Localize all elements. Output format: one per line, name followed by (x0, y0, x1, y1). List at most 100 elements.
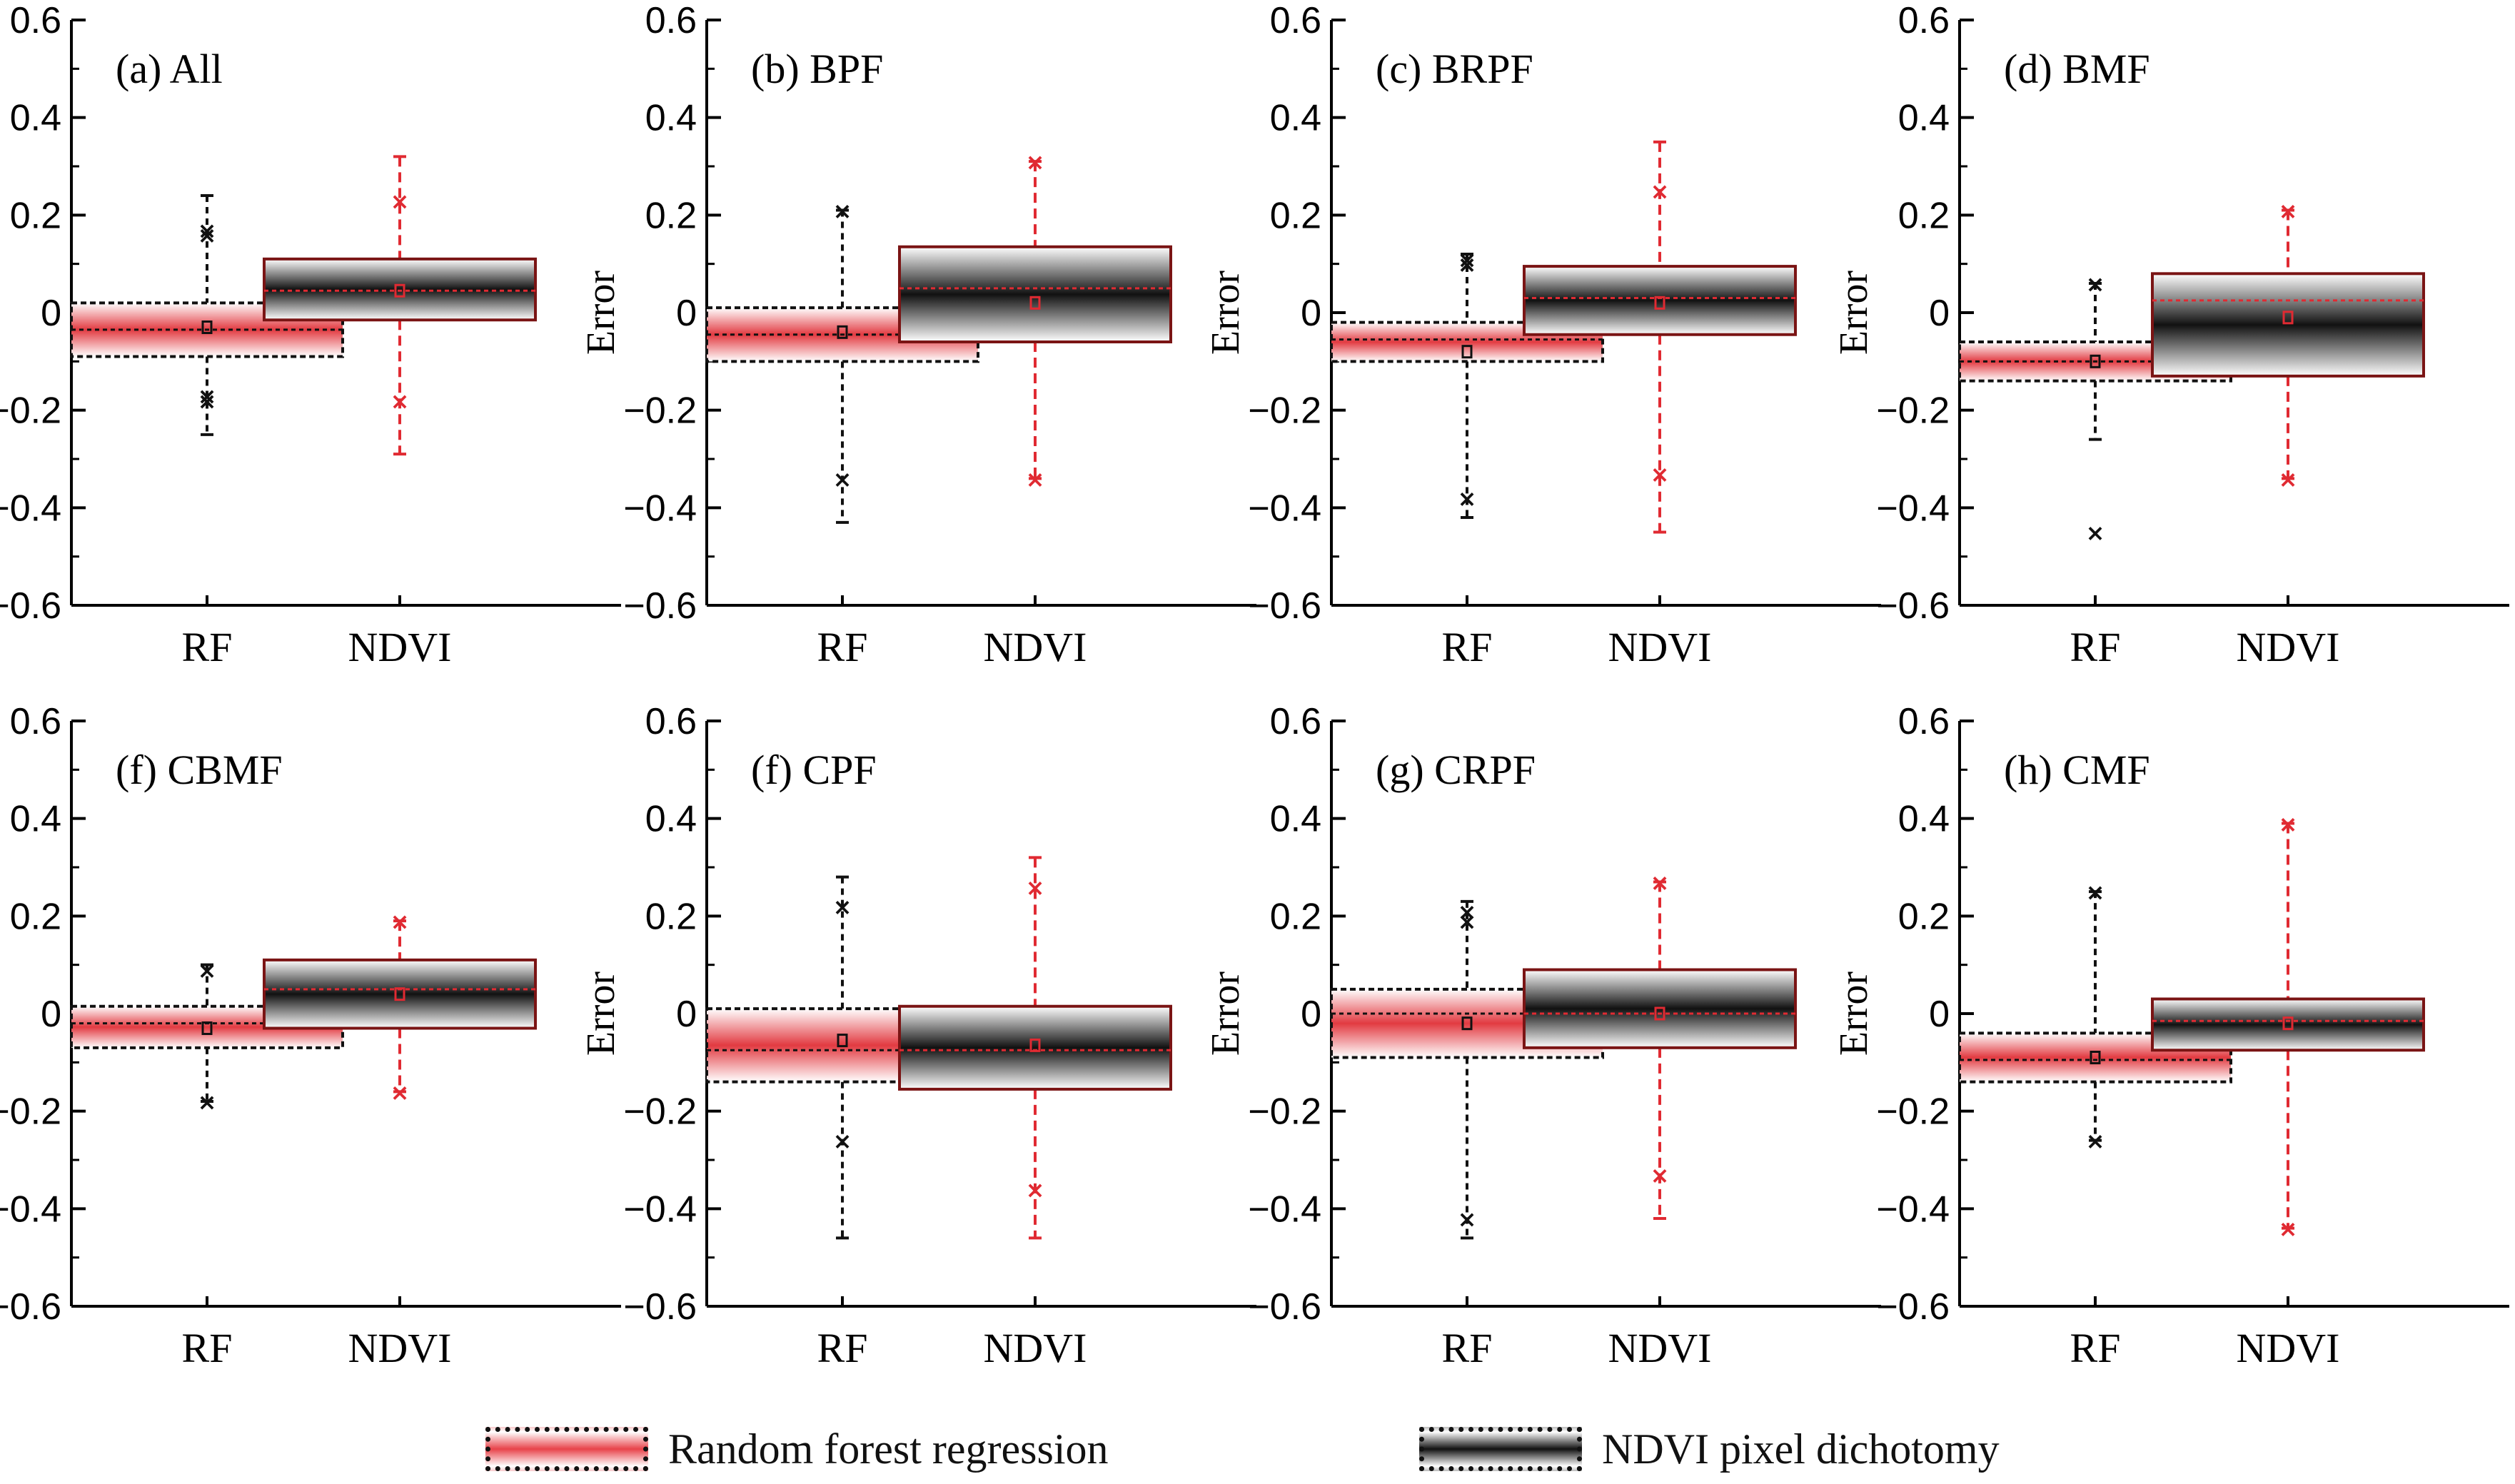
mean-marker (1461, 345, 1473, 359)
outlier-point: × (833, 894, 852, 921)
x-tick-label: NDVI (348, 624, 452, 670)
y-tick-label: −0.4 (623, 1188, 697, 1230)
y-tick-label: 0.2 (645, 195, 697, 236)
outlier-point: × (1026, 148, 1045, 176)
y-tick-label: 0.6 (1898, 0, 1950, 41)
outlier-point: × (833, 1128, 852, 1155)
panel-8: 0.6 0.4 0.2 0 −0.2 −0.4 −0.6 Error (h) CMF RF NDVI… (1832, 701, 2509, 1371)
y-tick-label: 0 (1929, 293, 1950, 334)
outlier-point: × (390, 908, 410, 935)
box-ndvi: ×× (898, 856, 1172, 1240)
y-tick-label: 0.2 (1898, 896, 1950, 937)
y-tick-label: −0.6 (623, 585, 697, 627)
mean-marker (1461, 1016, 1473, 1031)
x-tick-label: RF (1442, 1325, 1493, 1371)
y-tick-label: −0.2 (0, 390, 61, 432)
box-ndvi: ×× (1523, 140, 1797, 534)
outlier-point: × (1026, 874, 1045, 901)
x-tick-label: NDVI (984, 1325, 1087, 1371)
box-body (2151, 272, 2425, 378)
outlier-point: × (198, 222, 217, 249)
box-ndvi: ×× (263, 908, 537, 1106)
y-tick-label: 0.4 (645, 98, 697, 139)
mean-marker (2282, 1016, 2294, 1031)
box-body (1523, 265, 1797, 336)
mean-marker (837, 325, 848, 339)
box-rf: ××× (1330, 899, 1604, 1240)
mean-marker (837, 1034, 848, 1048)
y-tick-label: 0 (676, 293, 697, 334)
box-body (2151, 997, 2425, 1052)
box-rf: ×× (1958, 879, 2232, 1155)
y-tick-label: 0.6 (10, 701, 61, 742)
y-tick-label: −0.2 (0, 1091, 61, 1133)
box-body (898, 245, 1172, 343)
box-body (263, 958, 537, 1030)
panel-5: 0.6 0.4 0.2 0 −0.2 −0.4 −0.6 Error (f) CBMF RF NDV… (0, 701, 621, 1371)
outlier-point: × (1650, 178, 1670, 205)
y-tick-label: −0.4 (1876, 1188, 1950, 1230)
mean-marker (1654, 1006, 1665, 1021)
panel-title: (g) CRPF (1376, 747, 1536, 793)
outlier-point: × (198, 217, 217, 244)
box-body (263, 257, 537, 322)
y-tick-label: −0.6 (1248, 1286, 1321, 1328)
outlier-point: × (833, 198, 852, 225)
y-tick-label: −0.6 (0, 1286, 61, 1328)
outlier-point: × (2086, 879, 2105, 906)
mean-marker (201, 320, 213, 334)
y-tick-label: 0.6 (1270, 701, 1321, 742)
mean-marker (2282, 311, 2294, 325)
y-axis-label: Error (579, 271, 623, 355)
y-tick-label: 0.6 (645, 701, 697, 742)
x-tick-label: NDVI (984, 624, 1087, 670)
box-body (898, 1004, 1172, 1091)
legend-item-ndvi: NDVI pixel dichotomy (1419, 1420, 2000, 1478)
y-tick-label: 0.2 (1270, 195, 1321, 236)
outlier-point: × (833, 465, 852, 493)
x-tick-label: NDVI (2237, 624, 2340, 670)
mean-marker (394, 283, 405, 298)
panel-3: 0.6 0.4 0.2 0 −0.2 −0.4 −0.6 Error (c) BRPF RF NDV… (1204, 0, 1881, 670)
y-tick-label: −0.4 (1248, 1188, 1321, 1230)
panel-title: (b) BPF (751, 46, 883, 92)
y-tick-label: −0.6 (623, 1286, 697, 1328)
y-tick-label: 0.6 (1270, 0, 1321, 41)
outlier-point: × (2086, 1128, 2105, 1155)
y-tick-label: −0.2 (623, 1091, 697, 1133)
legend-label-rf: Random forest regression (668, 1425, 1109, 1473)
panel-6: 0.6 0.4 0.2 0 −0.2 −0.4 −0.6 Error (f) CPF RF NDVI… (579, 701, 1256, 1371)
outlier-point: × (1650, 1162, 1670, 1189)
outlier-point: × (2279, 465, 2298, 493)
legend-swatch-rf (485, 1427, 648, 1471)
legend-label-ndvi: NDVI pixel dichotomy (1602, 1425, 2000, 1473)
y-tick-label: 0.6 (1898, 701, 1950, 742)
y-tick-label: −0.6 (1876, 1286, 1950, 1328)
y-tick-label: 0.4 (1898, 98, 1950, 139)
panel-title: (f) CBMF (116, 747, 283, 793)
y-tick-label: 0 (1301, 293, 1321, 334)
outlier-point: × (1026, 465, 1045, 493)
y-axis-label: Error (1204, 271, 1248, 355)
y-tick-label: −0.2 (1248, 390, 1321, 432)
panel-7: 0.6 0.4 0.2 0 −0.2 −0.4 −0.6 Error (g) CRPF RF NDV… (1204, 701, 1881, 1371)
mean-marker (1654, 296, 1665, 310)
outlier-point: × (1458, 908, 1477, 935)
outlier-point: × (390, 1079, 410, 1106)
outlier-point: × (1026, 1176, 1045, 1203)
y-tick-label: 0.2 (645, 896, 697, 937)
y-tick-label: −0.2 (1248, 1091, 1321, 1133)
panel-1: 0.6 0.4 0.2 0 −0.2 −0.4 −0.6 Error (a) All RF NDVI… (0, 0, 621, 670)
y-tick-label: 0.4 (645, 799, 697, 840)
x-tick-label: RF (1442, 624, 1493, 670)
mean-marker (394, 987, 405, 1001)
outlier-point: × (390, 188, 410, 215)
y-tick-label: 0 (1301, 994, 1321, 1035)
box-ndvi: ×× (263, 155, 537, 456)
y-tick-label: 0.2 (1898, 195, 1950, 236)
outlier-point: × (198, 957, 217, 984)
y-tick-label: 0 (41, 293, 61, 334)
outlier-point: × (1458, 899, 1477, 926)
box-ndvi: ×× (2151, 198, 2425, 493)
